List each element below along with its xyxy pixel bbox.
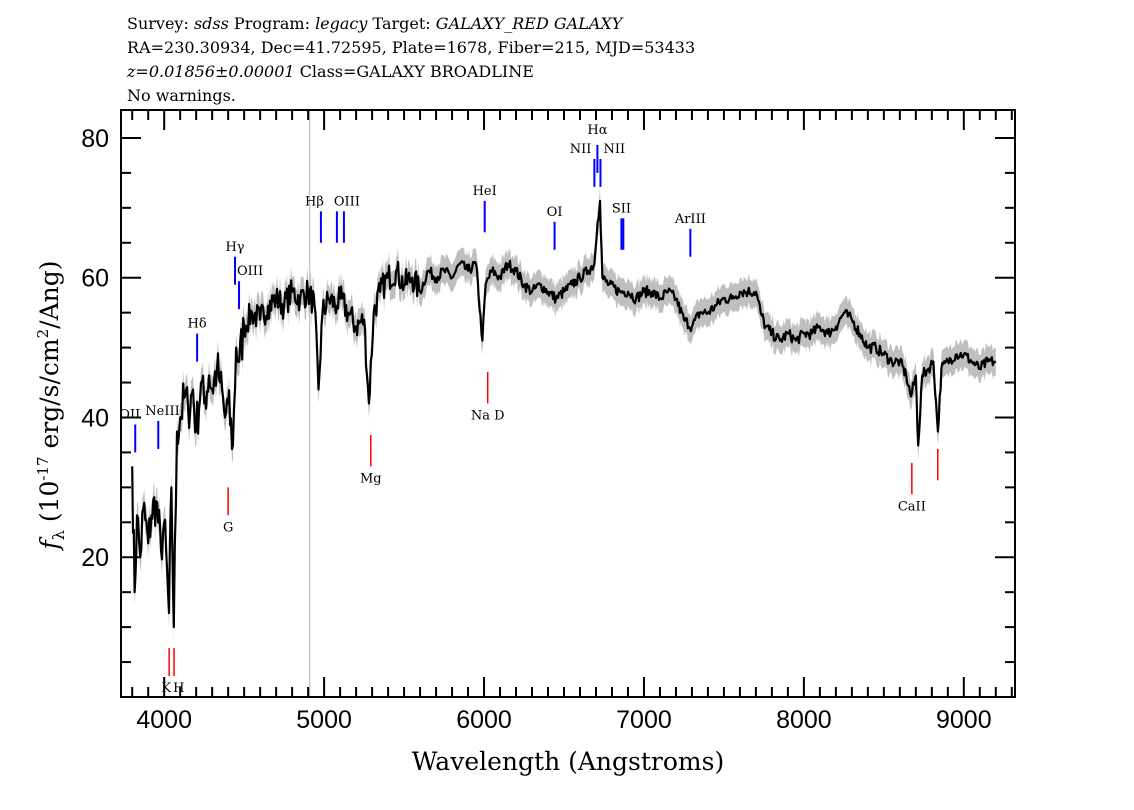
x-tick-label: 6000 <box>456 706 512 734</box>
x-tick-label: 5000 <box>296 706 352 734</box>
line-label: Hγ <box>225 240 244 255</box>
target-value: GALAXY_RED GALAXY <box>435 14 623 33</box>
line-label: OII <box>119 407 140 422</box>
header-line-survey: Survey: sdss Program: legacy Target: GAL… <box>127 12 622 36</box>
x-tick-label: 7000 <box>616 706 672 734</box>
x-tick-label: 4000 <box>136 706 192 734</box>
line-label: ArIII <box>674 212 706 227</box>
x-axis-title: Wavelength (Angstroms) <box>412 747 724 776</box>
y-tick-label: 60 <box>81 265 109 293</box>
flux-layer <box>131 199 997 629</box>
line-label: Mg <box>360 471 382 486</box>
line-label: NII <box>603 142 625 157</box>
header-line-warnings: No warnings. <box>127 86 236 105</box>
line-annotations: OII NeIII K H Hδ G Hγ OIII Hβ OIII Mg HeI Na D OI NII H… <box>119 123 939 696</box>
line-label: HeI <box>473 184 497 199</box>
header-line-redshift: z=0.01856±0.00001 Class=GALAXY BROADLINE <box>127 60 534 84</box>
survey-label: Survey: <box>127 14 189 33</box>
line-label: NeIII <box>145 404 179 419</box>
program-value: legacy <box>315 14 368 33</box>
line-label: CaII <box>898 499 926 514</box>
line-label: Hδ <box>188 317 207 332</box>
line-label: OIII <box>334 194 360 209</box>
header-line-coords: RA=230.30934, Dec=41.72595, Plate=1678, … <box>127 38 696 57</box>
target-label: Target: <box>372 14 431 33</box>
line-label: Na D <box>471 409 505 424</box>
y-tick-label: 20 <box>81 544 109 572</box>
error-band-layer <box>132 110 996 697</box>
survey-value: sdss <box>193 14 229 33</box>
line-label: Hβ <box>305 194 324 209</box>
plot-frame <box>120 109 1016 698</box>
program-label: Program: <box>233 14 310 33</box>
flux-line <box>131 199 997 629</box>
line-label: G <box>223 520 233 535</box>
line-label: NII <box>570 142 592 157</box>
line-label: SII <box>612 201 631 216</box>
line-label: OI <box>547 205 563 220</box>
line-label: K <box>161 681 171 696</box>
y-tick-label: 80 <box>81 125 109 153</box>
line-label: H <box>173 681 184 696</box>
x-tick-label: 9000 <box>936 706 992 734</box>
line-label: OIII <box>237 264 263 279</box>
y-tick-label: 40 <box>81 404 109 432</box>
x-tick-label: 8000 <box>776 706 832 734</box>
line-label: Hα <box>587 123 607 138</box>
class-value: Class=GALAXY BROADLINE <box>299 62 534 81</box>
error-band <box>132 186 996 642</box>
redshift-value: z=0.01856±0.00001 <box>127 62 295 81</box>
axes: 4000 5000 6000 7000 8000 9000 20 40 60 80 <box>81 109 1016 734</box>
y-axis-title: fλ (10-17 erg/s/cm2/Ang) <box>34 260 68 551</box>
